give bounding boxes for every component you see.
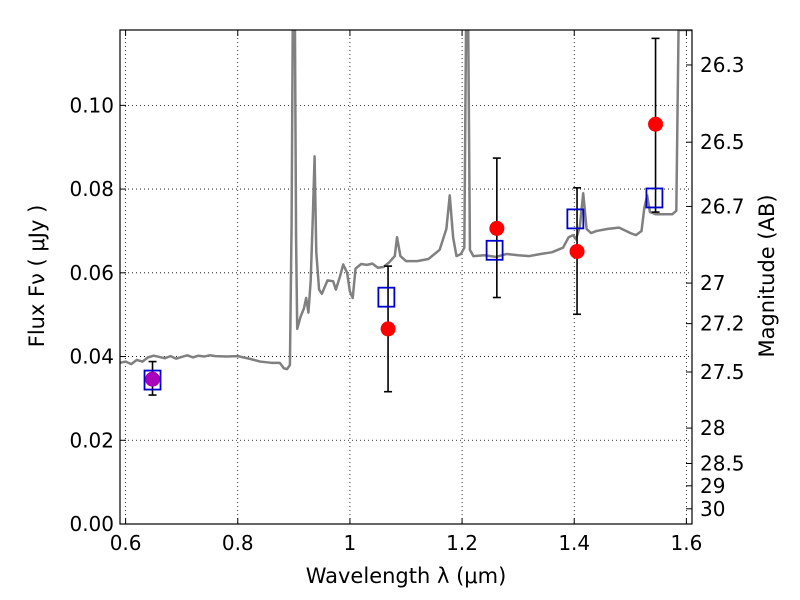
x-tick-label: 0.8 [222,531,254,555]
data-point [569,243,585,259]
x-tick-label: 1.4 [558,531,590,555]
y-tick-label: 0.02 [69,428,114,452]
model-square-marker [143,369,162,391]
y2-tick-label: 28.5 [700,451,745,475]
y2-tick-label: 26.5 [700,130,745,154]
y-tick-label: 0.00 [69,512,114,536]
y-axis-label: Flux Fν ( μJy ) [25,205,49,348]
y-tick-label: 0.06 [69,261,114,285]
y2-tick-label: 26.7 [700,194,745,218]
spectrum-line [120,30,692,371]
grid [120,30,692,524]
y-axis: 0.00 0.02 0.04 0.06 0.08 0.10 [69,93,126,536]
model-square-marker [566,208,585,230]
data-point [489,220,505,236]
data-point [145,371,161,387]
y-tick-label: 0.04 [69,345,114,369]
y2-tick-label: 29 [700,474,725,498]
x-axis-label: Wavelength λ (μm) [306,564,507,588]
y-tick-label: 0.10 [69,93,114,117]
y2-tick-label: 30 [700,497,725,521]
x-axis: 0.6 0.8 1 1.2 1.4 1.6 [110,30,702,555]
y2-tick-label: 27.2 [700,312,745,336]
y-tick-label: 0.08 [69,177,114,201]
x-tick-label: 1.2 [446,531,478,555]
y2-tick-label: 28 [700,416,725,440]
data-point [380,321,396,337]
data-point [648,116,664,132]
x-tick-label: 0.6 [110,531,142,555]
model-square-marker [485,239,504,261]
x-tick-label: 1 [344,531,357,555]
model-square-marker [645,187,664,209]
plot-frame [119,29,693,525]
y2-axis-label: Magnitude (AB) [755,194,779,357]
y2-tick-label: 26.3 [700,53,745,77]
y2-tick-label: 27 [700,271,725,295]
model-square-marker [377,286,396,308]
y2-tick-label: 27.5 [700,360,745,384]
x-tick-label: 1.6 [670,531,702,555]
plot-area [120,30,692,396]
